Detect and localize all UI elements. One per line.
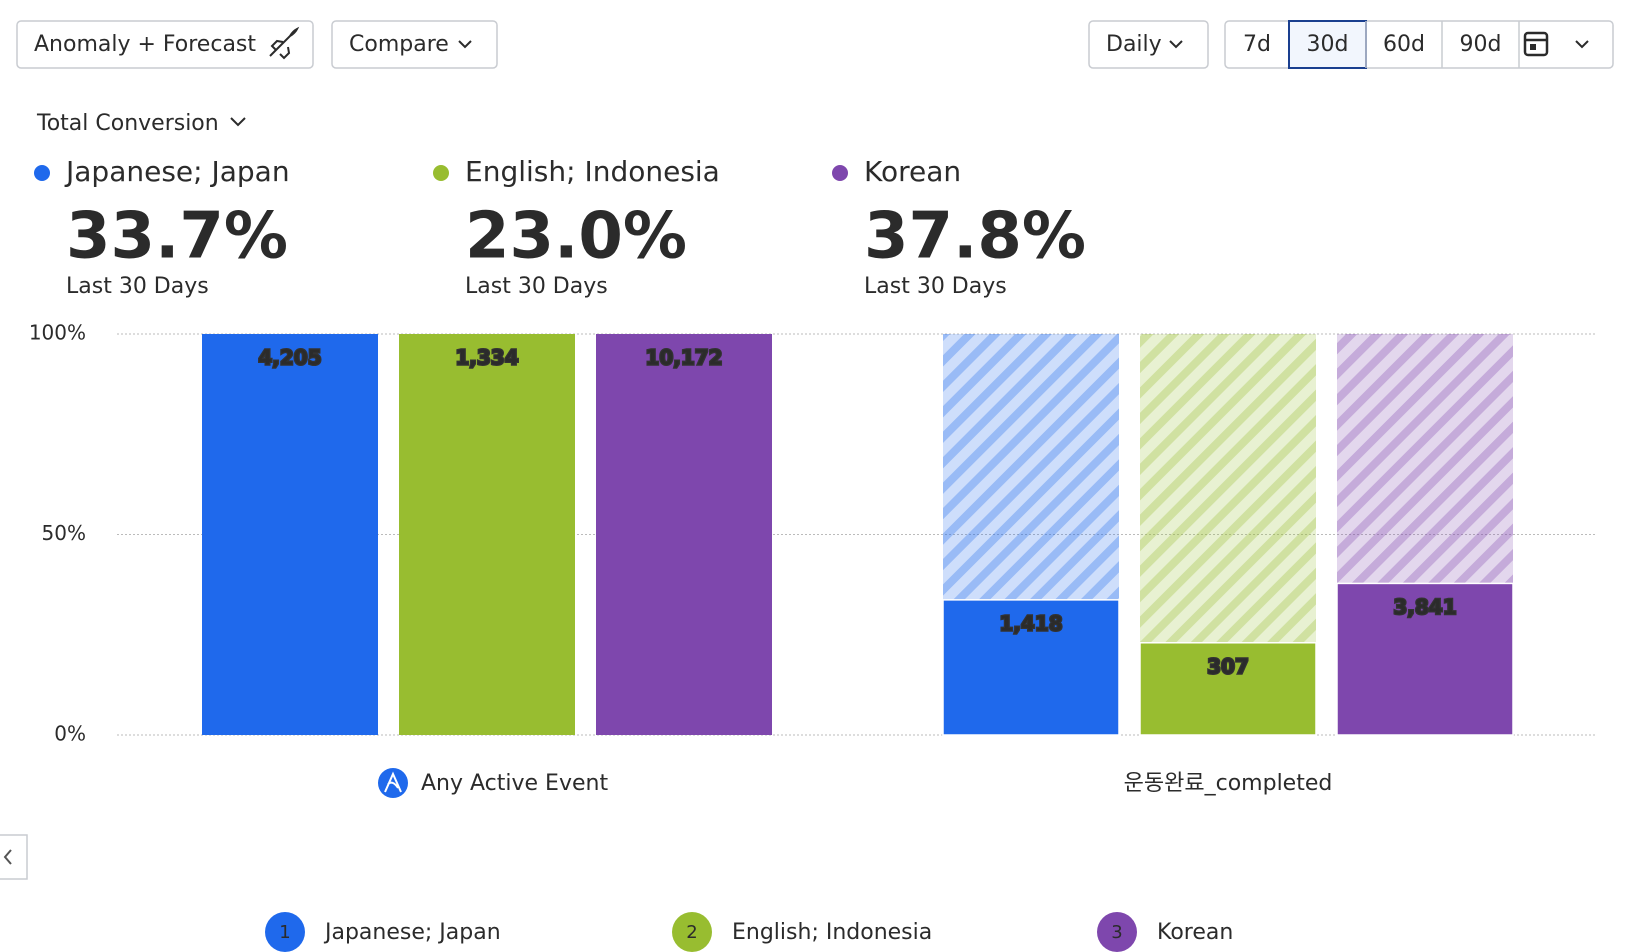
y-tick-label: 0% (54, 722, 86, 746)
legend-label: English; Indonesia (732, 920, 932, 945)
legend-dot (34, 165, 50, 181)
bar (596, 334, 772, 735)
series-name: Korean (864, 155, 961, 188)
period-label: Last 30 Days (66, 274, 209, 299)
legend-dot (433, 165, 449, 181)
legend-label: Korean (1157, 920, 1233, 945)
previous-step-bar (943, 334, 1119, 600)
legend-badge (672, 912, 712, 952)
conversion-rate: 23.0% (465, 200, 687, 274)
calendar-button[interactable] (1523, 31, 1589, 57)
compare-label: Compare (349, 32, 449, 57)
conversion-rate: 37.8% (864, 200, 1086, 274)
legend-number: 2 (686, 922, 697, 943)
bar-count-label: 1,334 (455, 346, 518, 370)
anomaly-label: Anomaly + Forecast (34, 32, 256, 57)
range-option[interactable]: 7d (1243, 32, 1271, 57)
step-label: 운동완료_completed (1124, 771, 1333, 796)
y-tick-label: 50% (42, 521, 86, 545)
period-label: Last 30 Days (465, 274, 608, 299)
metric-label: Total Conversion (36, 111, 219, 136)
interval-button[interactable]: Daily (1088, 20, 1209, 69)
bar-count-label: 1,418 (999, 611, 1062, 635)
interval-label: Daily (1106, 32, 1162, 57)
bar (202, 334, 378, 735)
bar-count-label: 307 (1207, 654, 1249, 678)
bar (399, 334, 575, 735)
bar-count-label: 4,205 (258, 346, 321, 370)
event-icon-glyph (384, 771, 402, 793)
conversion-rate: 33.7% (66, 200, 288, 274)
bar-count-label: 10,172 (645, 346, 722, 370)
legend-label: Japanese; Japan (323, 920, 501, 945)
range-option[interactable]: 60d (1383, 32, 1425, 57)
metric-selector[interactable]: Total Conversion (36, 111, 246, 136)
previous-step-bar (1337, 334, 1513, 584)
range-option[interactable]: 90d (1460, 32, 1502, 57)
legend-badge (1097, 912, 1137, 952)
legend-number: 1 (279, 922, 290, 943)
series-name: Japanese; Japan (64, 155, 290, 188)
bar (1336, 582, 1514, 736)
compare-button[interactable]: Compare (331, 20, 498, 69)
bar (1139, 642, 1317, 736)
bar (942, 599, 1120, 736)
range-selector: 7d 30d 60d 90d (1224, 20, 1614, 69)
collapse-button[interactable] (0, 834, 28, 880)
y-tick-label: 100% (29, 321, 86, 345)
period-label: Last 30 Days (864, 274, 1007, 299)
legend-dot (832, 165, 848, 181)
series-name: English; Indonesia (465, 155, 720, 188)
step-label: Any Active Event (421, 771, 608, 796)
previous-step-bar (1140, 334, 1316, 643)
anomaly-button[interactable]: Anomaly + Forecast (16, 20, 314, 69)
legend-badge (265, 912, 305, 952)
range-option[interactable]: 30d (1307, 32, 1349, 57)
legend-number: 3 (1111, 922, 1122, 943)
bar-count-label: 3,841 (1393, 595, 1456, 619)
